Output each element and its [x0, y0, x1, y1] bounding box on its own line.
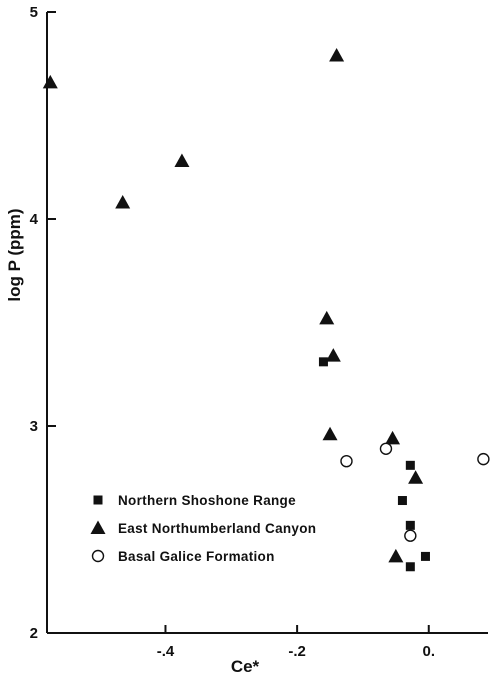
triangle-point — [115, 195, 130, 209]
x-axis-label: Ce* — [231, 657, 260, 676]
triangle-point — [388, 549, 403, 563]
axes — [47, 12, 488, 633]
circle-point — [478, 454, 489, 465]
triangle-point — [329, 48, 344, 62]
y-tick-label: 3 — [30, 418, 38, 435]
square-point — [406, 521, 415, 530]
circle-point — [405, 530, 416, 541]
triangle-point — [174, 154, 189, 168]
legend-marker — [91, 521, 106, 535]
square-point — [319, 357, 328, 366]
legend-entry-label: Basal Galice Formation — [118, 549, 275, 564]
triangle-point — [43, 75, 58, 89]
x-tick-label: -.4 — [157, 643, 175, 660]
square-point — [398, 496, 407, 505]
circle-point — [380, 443, 391, 454]
triangle-point — [326, 348, 341, 362]
y-tick-label: 5 — [30, 4, 38, 21]
x-tick-label: -.2 — [288, 643, 306, 660]
y-axis-label: log P (ppm) — [5, 208, 24, 301]
circle-point — [341, 456, 352, 467]
triangle-point — [408, 470, 423, 484]
triangle-point — [323, 427, 338, 441]
square-point — [421, 552, 430, 561]
y-tick-label: 2 — [30, 625, 38, 642]
square-point — [406, 461, 415, 470]
legend-marker — [94, 496, 103, 505]
triangle-point — [319, 311, 334, 325]
legend: Northern Shoshone Range East Northumberla… — [91, 493, 317, 564]
legend-marker — [93, 551, 104, 562]
y-tick-label: 4 — [30, 211, 39, 228]
legend-entry-label: East Northumberland Canyon — [118, 521, 316, 536]
legend-entry-label: Northern Shoshone Range — [118, 493, 296, 508]
triangle-point — [385, 431, 400, 445]
x-tick-label: 0. — [423, 643, 436, 660]
square-point — [406, 562, 415, 571]
